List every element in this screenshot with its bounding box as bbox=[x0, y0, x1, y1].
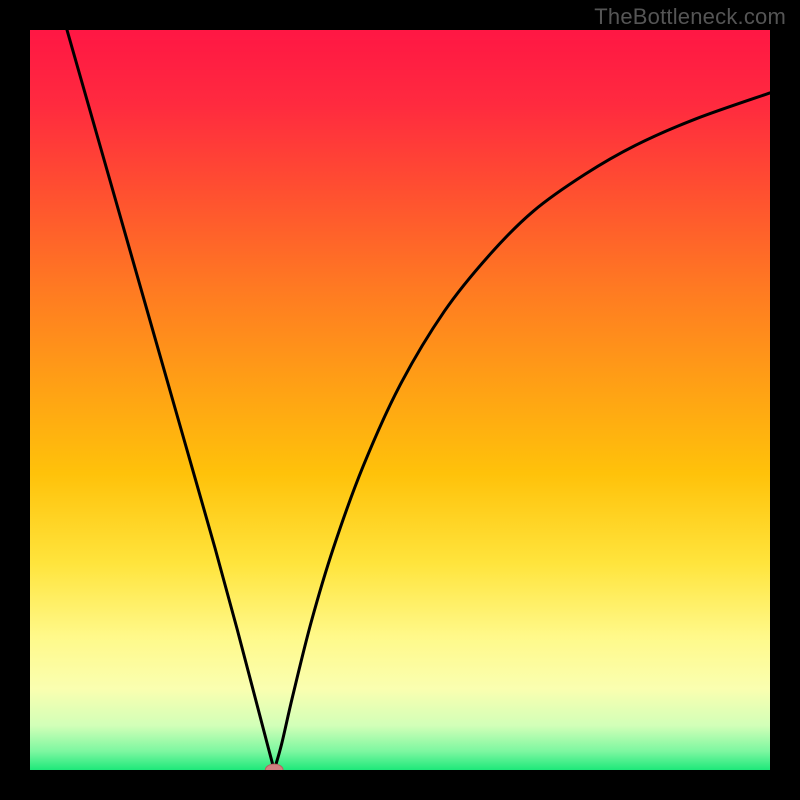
plot-background bbox=[30, 30, 770, 770]
bottleneck-curve-chart bbox=[0, 0, 800, 800]
chart-container: TheBottleneck.com bbox=[0, 0, 800, 800]
watermark-label: TheBottleneck.com bbox=[594, 4, 786, 30]
